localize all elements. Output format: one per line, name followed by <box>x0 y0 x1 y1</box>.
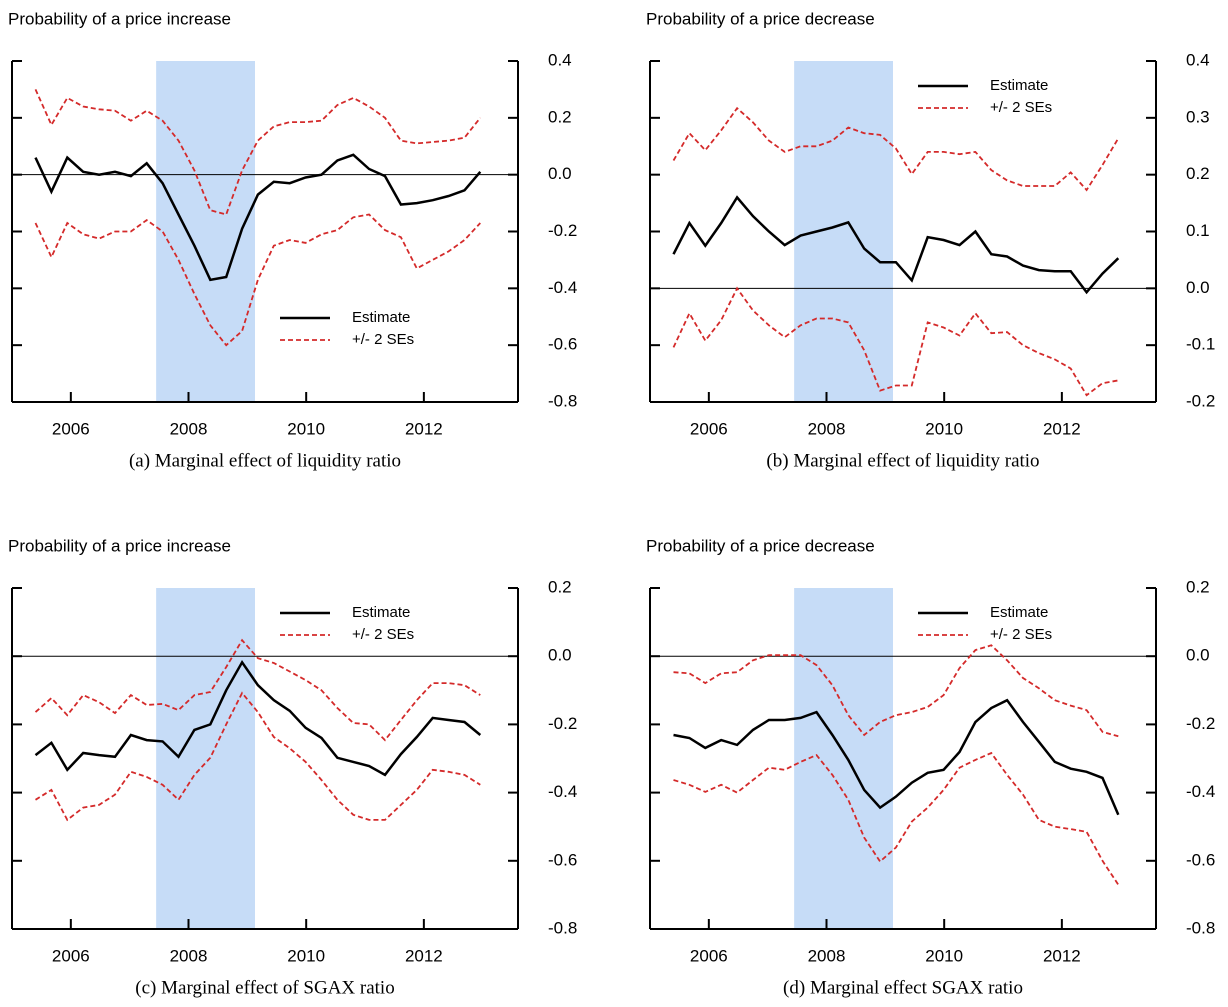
x-tick-label: 2012 <box>405 419 443 438</box>
y-tick-label: -0.2 <box>548 714 577 733</box>
y-tick-label: -0.2 <box>548 221 577 240</box>
y-tick-label: -0.2 <box>1186 714 1215 733</box>
x-tick-label: 2012 <box>1043 419 1081 438</box>
x-tick-label: 2012 <box>1043 946 1081 965</box>
x-tick-label: 2008 <box>808 419 846 438</box>
chart-title: Probability of a price increase <box>8 9 231 28</box>
legend-label: Estimate <box>990 77 1048 94</box>
legend-label: +/- 2 SEs <box>990 99 1052 116</box>
y-tick-label: 0.2 <box>1186 164 1210 183</box>
y-tick-label: 0.0 <box>1186 646 1210 665</box>
caption: (b) Marginal effect of liquidity ratio <box>766 450 1039 471</box>
y-tick-label: 0.2 <box>548 107 572 126</box>
y-tick-label: -0.4 <box>548 278 577 297</box>
y-tick-label: 0.4 <box>548 50 572 69</box>
legend-label: +/- 2 SEs <box>352 626 414 643</box>
y-tick-label: 0.1 <box>1186 221 1210 240</box>
panel: 0.2 0.0 -0.2 -0.4 -0.6 -0.8 2006 2008 2010 2012 Es… <box>646 536 1215 998</box>
y-tick-label: 0.0 <box>1186 278 1210 297</box>
panel: 0.2 0.0 -0.2 -0.4 -0.6 -0.8 2006 2008 2010 2012 Es… <box>8 536 577 998</box>
legend-label: Estimate <box>352 604 410 621</box>
caption: (a) Marginal effect of liquidity ratio <box>129 450 401 471</box>
x-tick-label: 2006 <box>52 419 90 438</box>
se-band-line <box>34 213 481 347</box>
x-tick-label: 2010 <box>287 419 325 438</box>
legend-label: Estimate <box>352 309 410 326</box>
y-tick-label: -0.4 <box>1186 782 1215 801</box>
panel: 0.4 0.3 0.2 0.1 0.0 -0.1 -0.2 2006 2008 2010 2012 E… <box>646 9 1215 471</box>
se-band-line <box>673 751 1120 886</box>
x-tick-label: 2006 <box>690 946 728 965</box>
y-tick-label: 0.2 <box>548 577 572 596</box>
y-tick-label: 0.0 <box>548 646 572 665</box>
x-tick-label: 2008 <box>170 419 208 438</box>
estimate-line <box>34 153 482 282</box>
se-band-line <box>673 644 1119 738</box>
legend-label: +/- 2 SEs <box>990 626 1052 643</box>
y-tick-label: -0.8 <box>548 918 577 937</box>
caption: (c) Marginal effect of SGAX ratio <box>135 977 394 998</box>
x-tick-label: 2010 <box>925 419 963 438</box>
chart-title: Probability of a price decrease <box>646 536 875 555</box>
y-tick-label: -0.6 <box>548 335 577 354</box>
x-tick-label: 2010 <box>287 946 325 965</box>
se-band-line <box>672 106 1120 192</box>
chart-title: Probability of a price increase <box>8 536 231 555</box>
shaded-period <box>156 588 255 929</box>
shaded-period <box>794 61 893 402</box>
y-tick-label: 0.4 <box>1186 50 1210 69</box>
legend-label: Estimate <box>990 604 1048 621</box>
estimate-line <box>673 698 1120 816</box>
se-band-line <box>34 89 482 216</box>
y-tick-label: -0.8 <box>1186 918 1215 937</box>
y-tick-label: 0.3 <box>1186 107 1210 126</box>
estimate-line <box>672 195 1120 295</box>
se-band-line <box>672 286 1119 397</box>
legend-label: +/- 2 SEs <box>352 331 414 348</box>
y-tick-label: -0.4 <box>548 782 577 801</box>
panel: 0.4 0.2 0.0 -0.2 -0.4 -0.6 -0.8 2006 2008 2010 201… <box>8 9 577 471</box>
x-tick-label: 2010 <box>925 946 963 965</box>
se-band-line <box>35 691 481 822</box>
x-tick-label: 2006 <box>690 419 728 438</box>
y-tick-label: 0.2 <box>1186 577 1210 596</box>
y-tick-label: -0.6 <box>548 850 577 869</box>
y-tick-label: -0.6 <box>1186 850 1215 869</box>
chart-title: Probability of a price decrease <box>646 9 875 28</box>
y-tick-label: -0.1 <box>1186 335 1215 354</box>
estimate-line <box>34 659 482 777</box>
se-band-line <box>34 638 481 742</box>
y-tick-label: -0.2 <box>1186 391 1215 410</box>
x-tick-label: 2012 <box>405 946 443 965</box>
caption: (d) Marginal effect SGAX ratio <box>783 977 1023 998</box>
y-tick-label: 0.0 <box>548 164 572 183</box>
y-tick-label: -0.8 <box>548 391 577 410</box>
x-tick-label: 2006 <box>52 946 90 965</box>
x-tick-label: 2008 <box>170 946 208 965</box>
shaded-period <box>156 61 255 402</box>
x-tick-label: 2008 <box>808 946 846 965</box>
